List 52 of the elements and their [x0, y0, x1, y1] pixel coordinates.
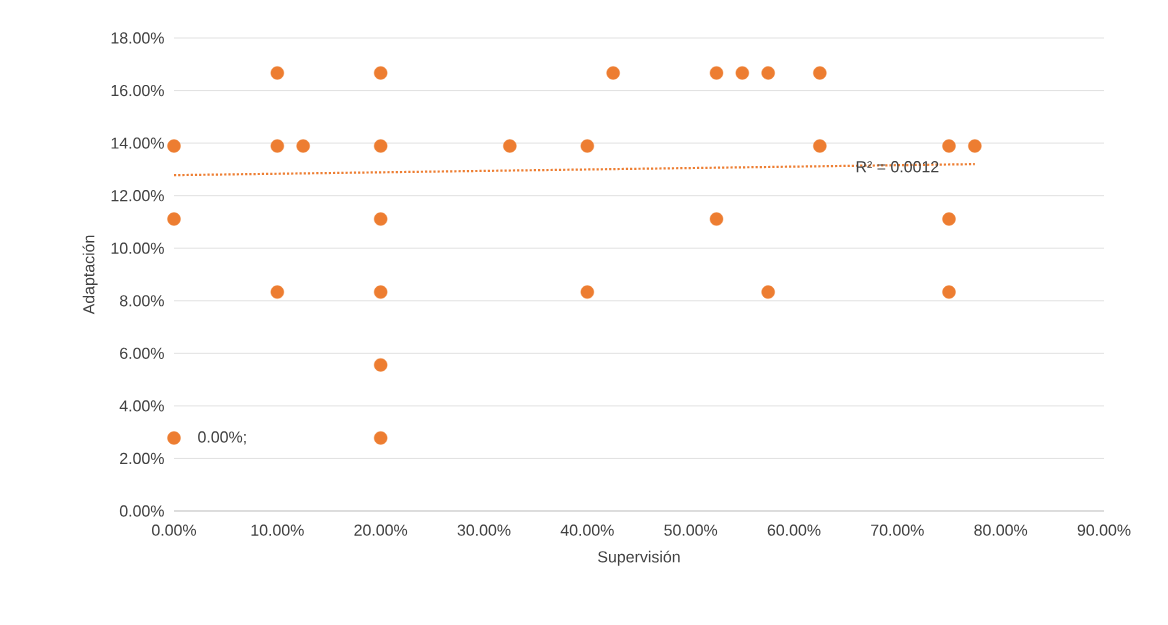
- x-tick-label: 10.00%: [251, 524, 304, 536]
- point: [373, 139, 388, 153]
- x-tick-label: 20.00%: [354, 524, 408, 536]
- point: [373, 212, 388, 226]
- point: [167, 212, 181, 226]
- point: [968, 139, 982, 153]
- x-tick-label: 60.00%: [767, 524, 821, 536]
- y-tick-label: 6.00%: [120, 347, 164, 359]
- point: [606, 66, 620, 80]
- x-tick-label: 50.00%: [664, 524, 718, 536]
- point: [735, 66, 750, 80]
- point: [942, 212, 956, 226]
- point: [503, 139, 517, 153]
- y-tick-label: 18.00%: [111, 32, 164, 44]
- y-tick-label: 16.00%: [111, 84, 164, 97]
- point: [373, 358, 388, 372]
- point: [270, 139, 285, 153]
- point: [167, 431, 181, 445]
- point: [709, 212, 724, 226]
- point: [270, 285, 285, 299]
- point: [373, 66, 388, 80]
- point: [813, 139, 827, 153]
- point: [580, 285, 595, 299]
- x-tick-label: 40.00%: [560, 524, 614, 536]
- y-tick-label: 12.00%: [111, 190, 164, 202]
- x-tick-label: 70.00%: [871, 524, 924, 536]
- annotation: R² = 0.0012: [856, 161, 939, 173]
- point: [709, 66, 724, 80]
- point: [761, 66, 775, 80]
- point: [373, 285, 388, 299]
- x-axis-title: Supervisión: [598, 550, 680, 566]
- y-tick-label: 10.00%: [111, 242, 164, 254]
- y-tick-label: 0.00%: [119, 505, 164, 517]
- x-tick-label: 0.00%: [152, 524, 197, 536]
- point: [270, 66, 285, 80]
- point: [761, 285, 775, 299]
- x-tick-label: 80.00%: [974, 524, 1028, 536]
- y-axis-title: Adaptación: [82, 235, 98, 315]
- y-tick-label: 2.00%: [120, 452, 164, 465]
- annotation: 0.00%;: [198, 431, 246, 445]
- point: [942, 285, 956, 299]
- point: [580, 139, 595, 153]
- point: [167, 139, 181, 153]
- y-tick-label: 14.00%: [111, 137, 164, 149]
- y-tick-label: 4.00%: [119, 400, 164, 412]
- point: [373, 431, 388, 445]
- x-tick-label: 90.00%: [1077, 524, 1131, 536]
- x-tick-label: 30.00%: [457, 524, 511, 536]
- point: [813, 66, 827, 80]
- point: [296, 139, 310, 153]
- point: [942, 139, 956, 153]
- y-tick-label: 8.00%: [119, 295, 164, 307]
